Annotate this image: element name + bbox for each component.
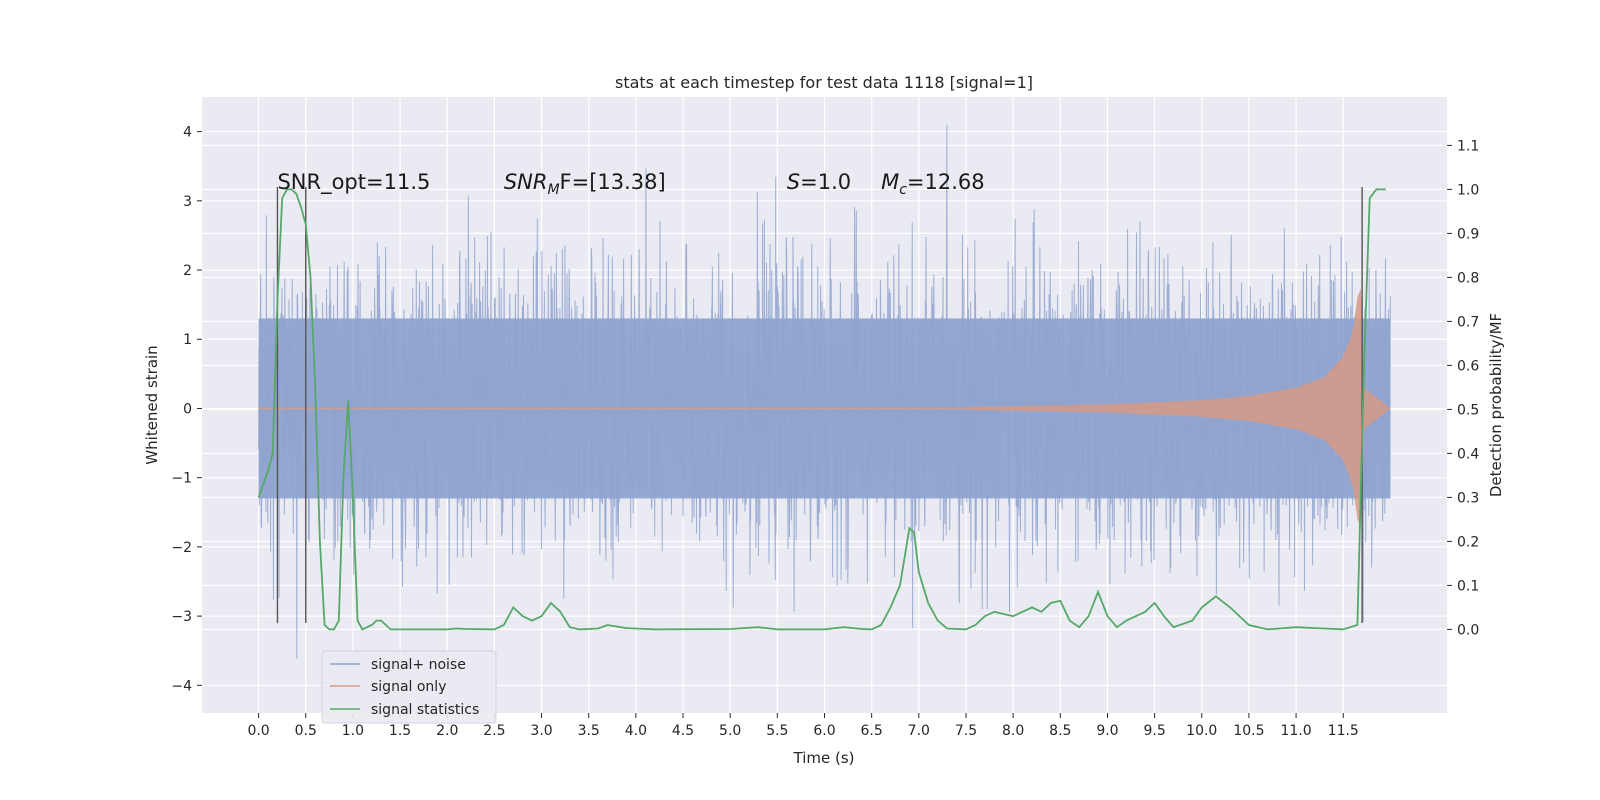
y-axis-label: Whitened strain [143,345,161,464]
y2-tick-label-6: 0.6 [1457,358,1479,374]
x-tick-label-6: 3.0 [530,723,552,739]
x-tick-label-20: 10.0 [1186,723,1217,739]
x-tick-label-5: 2.5 [483,723,505,739]
x-axis-ticks: 0.0 0.5 1.0 1.5 2.0 2.5 3.0 3.5 4.0 4.5 5.0 5.5 6.0 6… [247,713,1359,739]
x-tick-label-7: 3.5 [578,723,600,739]
y-tick-label-7: 3 [183,194,192,210]
y2-axis-label: Detection probability/MF [1487,313,1505,497]
x-tick-label-2: 1.0 [342,723,364,739]
x-tick-label-23: 11.5 [1328,723,1359,739]
left-y-axis-ticks: −4 −3 −2 −1 0 1 2 3 4 [171,125,202,694]
y2-tick-label-5: 0.5 [1457,402,1479,418]
y-tick-label-3: −1 [171,471,192,487]
y2-tick-label-4: 0.4 [1457,446,1479,462]
x-axis-label: Time (s) [793,749,855,767]
y-tick-label-1: −3 [171,609,192,625]
annotation-2: S=1.0 [787,170,851,194]
legend-label-signal-only: signal only [371,679,446,695]
y-tick-label-6: 2 [183,263,192,279]
y2-tick-label-2: 0.2 [1457,534,1479,550]
annotation-3: Mc=12.68 [881,170,985,198]
x-tick-label-16: 8.0 [1002,723,1024,739]
x-tick-label-8: 4.0 [625,723,647,739]
y2-tick-label-9: 0.9 [1457,226,1479,242]
y2-tick-label-0: 0.0 [1457,622,1479,638]
series-signal-only [258,288,1391,529]
x-tick-label-22: 11.0 [1281,723,1312,739]
legend-label-signal-statistics: signal statistics [371,702,479,718]
y-tick-label-2: −2 [171,540,192,556]
y2-tick-label-7: 0.7 [1457,314,1479,330]
x-tick-label-0: 0.0 [247,723,269,739]
series-signal-statistics [257,188,1386,631]
signal-statistics-line [257,188,1386,631]
y-tick-label-5: 1 [183,332,192,348]
annotations: SNR_opt=11.5 SNRMF=[13.38] S=1.0 Mc=12.68 [277,170,984,198]
y-tick-label-4: 0 [183,401,192,417]
y-tick-label-0: −4 [171,678,192,694]
legend-label-signal-noise: signal+ noise [371,657,466,673]
x-tick-label-18: 9.0 [1096,723,1118,739]
y2-tick-label-11: 1.1 [1457,138,1479,154]
y2-tick-label-3: 0.3 [1457,490,1479,506]
legend-box [321,650,497,724]
chart-title: stats at each timestep for test data 111… [615,73,1033,92]
x-tick-label-1: 0.5 [295,723,317,739]
y-tick-label-8: 4 [183,125,192,141]
right-y-axis-ticks: 0.0 0.1 0.2 0.3 0.4 0.5 0.6 0.7 0.8 0.9 1.0 1.1 [1447,138,1479,638]
signal-only-envelope [966,288,1391,529]
y2-tick-label-10: 1.0 [1457,182,1479,198]
x-tick-label-21: 10.5 [1233,723,1264,739]
x-tick-label-12: 6.0 [813,723,835,739]
x-tick-label-17: 8.5 [1049,723,1071,739]
y2-tick-label-1: 0.1 [1457,578,1479,594]
y2-tick-label-8: 0.8 [1457,270,1479,286]
legend: signal+ noise signal only signal statist… [321,650,497,724]
x-tick-label-14: 7.0 [908,723,930,739]
x-tick-label-10: 5.0 [719,723,741,739]
x-tick-label-11: 5.5 [766,723,788,739]
x-tick-label-19: 9.5 [1143,723,1165,739]
annotation-0: SNR_opt=11.5 [277,170,430,195]
annotation-1: SNRMF=[13.38] [504,170,666,198]
x-tick-label-3: 1.5 [389,723,411,739]
x-tick-label-4: 2.0 [436,723,458,739]
x-tick-label-15: 7.5 [955,723,977,739]
x-tick-label-13: 6.5 [861,723,883,739]
x-tick-label-9: 4.5 [672,723,694,739]
